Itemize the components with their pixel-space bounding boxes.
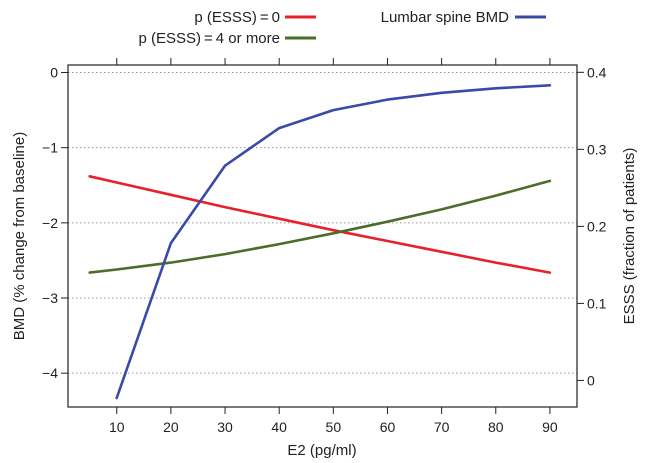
y-left-tick-label-2: −2	[42, 215, 58, 231]
y-right-tick-label-0: 0	[587, 372, 595, 388]
y-right-tick-label-3: 0.3	[587, 141, 607, 157]
legend-label-esss-4: p (ESSS) = 4 or more	[139, 30, 280, 47]
y-right-tick-label-2: 0.2	[587, 218, 607, 234]
x-tick-label-1: 20	[163, 419, 179, 435]
x-tick-label-6: 70	[434, 419, 450, 435]
x-tick-label-7: 80	[488, 419, 504, 435]
x-tick-label-8: 90	[542, 419, 558, 435]
x-tick-label-2: 30	[217, 419, 233, 435]
series-esss-4-line	[88, 179, 552, 274]
legend-label-esss-0: p (ESSS) = 0	[194, 9, 280, 26]
x-axis-label: E2 (pg/ml)	[287, 442, 356, 459]
x-tick-label-3: 40	[271, 419, 287, 435]
series-lumbar-bmd-line	[115, 84, 552, 400]
x-tick-label-4: 50	[326, 419, 342, 435]
y-left-tick-label-3: −3	[42, 290, 58, 306]
series	[88, 84, 552, 400]
plot-frame	[67, 64, 578, 408]
y-right-tick-label-1: 0.1	[587, 295, 607, 311]
grid	[68, 72, 577, 374]
y-left-tick-label-1: −1	[42, 140, 58, 156]
y-left-tick-label-0: 0	[50, 65, 58, 81]
ticks: 10 20 30 40 50 60 70 80 90 0 −1 −2 −3 −4 0 0.1 0.2 0.3 0.4	[42, 58, 607, 435]
y-right-tick-label-4: 0.4	[587, 64, 607, 80]
y-axis-right-label: ESSS (fraction of patients)	[621, 148, 638, 325]
series-esss-0-line	[88, 175, 552, 274]
y-left-tick-label-4: −4	[42, 365, 58, 381]
y-axis-left-label: BMD (% change from baseline)	[11, 132, 28, 340]
legend: p (ESSS) = 0 p (ESSS) = 4 or more Lumbar…	[139, 9, 546, 47]
x-tick-label-0: 10	[109, 419, 125, 435]
x-tick-label-5: 60	[380, 419, 396, 435]
legend-label-lumbar-bmd: Lumbar spine BMD	[381, 9, 510, 26]
